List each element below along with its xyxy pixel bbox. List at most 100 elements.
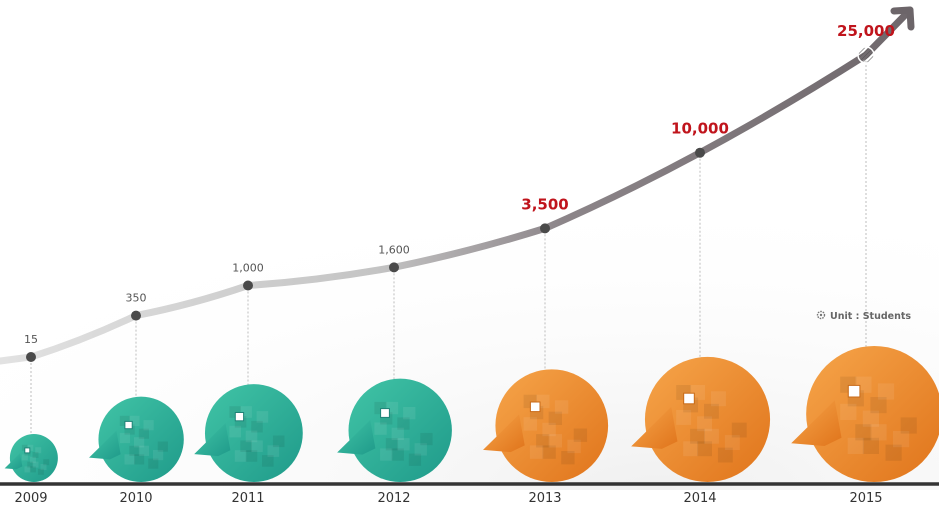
data-points: [26, 46, 875, 362]
mosaic-tile: [855, 424, 872, 441]
mosaic-tile: [129, 415, 140, 426]
head-eye: [24, 447, 31, 454]
mosaic-tile: [697, 441, 712, 457]
student-head-2013: [483, 369, 609, 483]
mosaic-tile: [877, 383, 895, 400]
mosaic-tile: [690, 428, 705, 444]
mosaic-tile: [134, 454, 145, 465]
mosaic-tile: [847, 437, 864, 454]
mosaic-tile: [731, 422, 747, 438]
mosaic-tile: [893, 431, 910, 448]
value-label-2010: 350: [126, 292, 147, 305]
mosaic-tile: [143, 420, 154, 431]
mosaic-tile: [240, 406, 252, 418]
mosaic-tile: [153, 450, 164, 461]
mosaic-tile: [37, 468, 44, 475]
mosaic-tile: [148, 458, 159, 469]
head-nose: [791, 400, 842, 446]
value-label-2015: 25,000: [837, 22, 895, 40]
mosaic-tile: [138, 445, 149, 456]
head-circle: [644, 356, 771, 482]
mosaic-tile: [256, 411, 269, 423]
mosaic-tile: [704, 403, 719, 419]
head-circle: [495, 369, 609, 483]
mosaic-tile: [29, 466, 36, 473]
mosaic-tile: [704, 428, 719, 444]
mosaic-tile: [414, 443, 427, 456]
head-circle: [98, 396, 184, 482]
value-labels: 15 350 1,000 1,600 3,500 10,000 25,000: [24, 22, 895, 346]
student-head-2015: [791, 346, 939, 482]
mosaic-tile: [403, 407, 416, 420]
trend-arrowhead: [890, 6, 915, 31]
value-label-2009: 15: [24, 333, 38, 346]
mosaic-tile: [21, 454, 28, 461]
student-head-2011: [194, 384, 303, 483]
student-head-2012: [337, 378, 452, 482]
mosaic-tile: [234, 416, 247, 428]
mosaic-tile: [548, 434, 562, 448]
mosaic-tile: [240, 440, 252, 452]
year-label-2011: 2011: [231, 491, 264, 506]
head-circle: [806, 346, 939, 482]
unit-label: Unit : Students: [830, 311, 911, 322]
value-label-2012: 1,600: [378, 243, 410, 256]
point-2009: [26, 352, 36, 362]
mosaic-tile: [542, 422, 556, 437]
mosaic-tile: [43, 459, 50, 466]
mosaic-tile: [380, 448, 393, 461]
mosaic-tile: [262, 455, 274, 467]
mosaic-tile: [27, 461, 34, 468]
mosaic-tile: [35, 447, 42, 454]
mosaic-tile: [885, 444, 902, 461]
mosaic-tile: [391, 448, 404, 461]
year-label-2015: 2015: [849, 491, 882, 506]
mosaic-tile: [561, 451, 575, 465]
head-nose: [631, 406, 678, 449]
mosaic-tile: [32, 461, 39, 468]
mosaic-tile: [245, 450, 258, 462]
year-label-2014: 2014: [683, 491, 716, 506]
head-nose: [483, 414, 525, 453]
mosaic-tile: [251, 420, 263, 433]
value-label-2013: 3,500: [521, 195, 568, 213]
point-2012: [389, 262, 399, 273]
point-2014: [695, 147, 705, 158]
mosaic-tile: [567, 439, 581, 454]
mosaic-tile: [697, 416, 712, 432]
mosaic-tile: [119, 432, 130, 444]
point-2011: [243, 280, 253, 291]
mosaic-tile: [397, 417, 410, 430]
head-nose: [4, 453, 23, 470]
mosaic-tile: [229, 425, 241, 438]
mosaic-tile: [129, 445, 140, 456]
mosaic-tile: [157, 441, 168, 452]
head-eye: [124, 420, 133, 430]
student-head-2014: [631, 356, 771, 482]
student-head-2009: [4, 434, 58, 482]
mosaic-tile: [245, 430, 258, 443]
mosaic-tile: [548, 411, 562, 425]
unit-note: Unit : Students: [816, 310, 911, 322]
head-circle: [9, 434, 58, 482]
mosaic-tile: [29, 456, 36, 463]
mosaic-tile: [870, 397, 887, 414]
mosaic-tile: [40, 464, 47, 470]
head-nose: [89, 430, 121, 460]
mosaic-tile: [124, 424, 135, 435]
mosaic-tile: [251, 440, 263, 452]
student-head-2010: [89, 396, 184, 482]
head-circle: [348, 378, 452, 482]
mosaic-tile: [683, 441, 699, 457]
mosaic-tile: [138, 428, 149, 439]
mosaic-tile: [862, 410, 879, 427]
mosaic-tile: [391, 427, 404, 440]
head-nose: [337, 419, 376, 455]
year-labels: 2009 2010 2011 2012 2013 2014 2015: [14, 491, 882, 506]
mosaic-tile: [234, 450, 247, 462]
year-label-2013: 2013: [528, 491, 561, 506]
mosaic-tile: [272, 435, 285, 448]
mosaic-tile: [573, 428, 588, 442]
point-2015: [857, 46, 875, 64]
mosaic-tile: [724, 435, 740, 450]
